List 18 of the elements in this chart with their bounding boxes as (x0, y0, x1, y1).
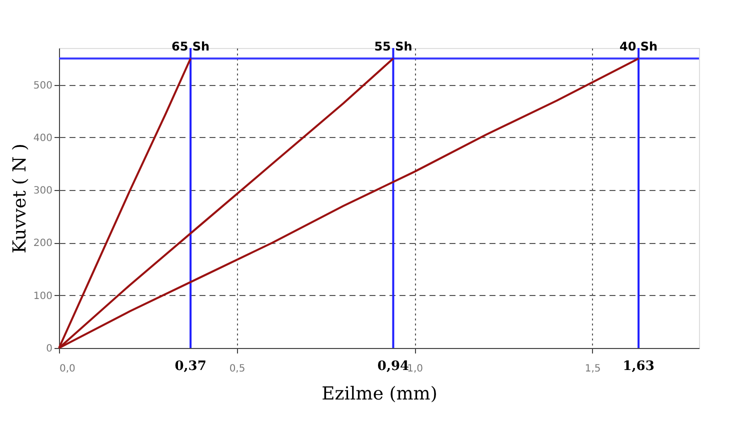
ref-line-label: 1,63 (622, 359, 654, 374)
series-label: 65 Sh (172, 40, 210, 54)
y-tick-label: 300 (33, 186, 52, 197)
ref-line-label: 0,37 (174, 359, 206, 374)
x-tick-label: 1,5 (584, 364, 601, 374)
y-axis-title: Kuvvet ( N ) (9, 144, 30, 254)
x-tick-label: 0,0 (60, 364, 76, 374)
series-label: 40 Sh (620, 40, 658, 54)
ref-line-label: 0,94 (377, 359, 410, 374)
y-tick-label: 100 (33, 290, 52, 302)
series-label: 55 Sh (374, 40, 412, 54)
y-tick-label: 0 (46, 344, 52, 354)
y-tick-label: 200 (33, 238, 52, 250)
x-axis-title: Ezilme (mm) (322, 384, 438, 404)
y-tick-label: 400 (33, 132, 52, 144)
x-tick-label: 1,0 (407, 364, 424, 374)
x-tick-label: 0,5 (229, 364, 246, 374)
y-tick-label: 500 (33, 80, 52, 92)
